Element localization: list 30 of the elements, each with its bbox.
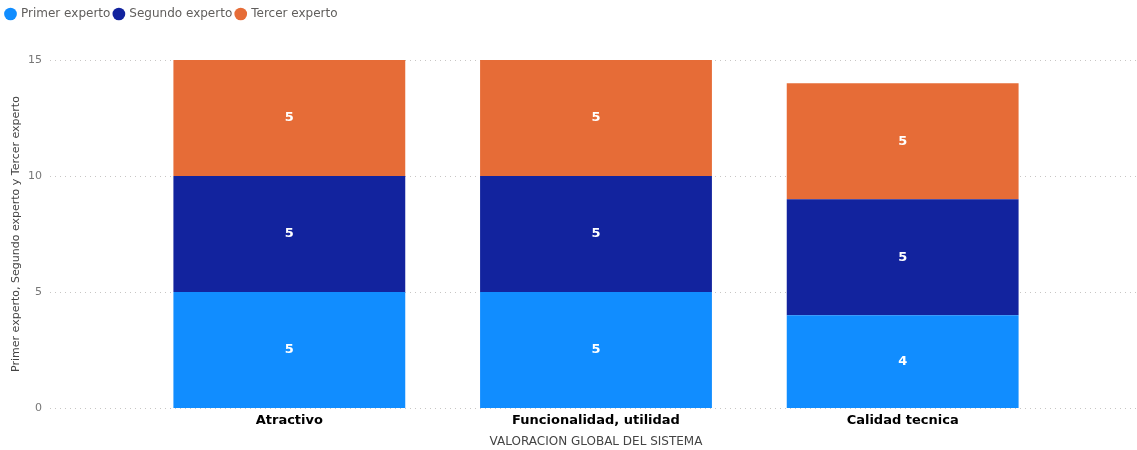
data-label: 5 bbox=[591, 109, 601, 125]
bar bbox=[173, 292, 406, 408]
y-tick-label: 10 bbox=[28, 168, 42, 182]
x-tick-label: Atractivo bbox=[255, 412, 324, 428]
y-axis-title: Primer experto, Segundo experto y Tercer experto bbox=[9, 95, 23, 372]
data-label: 5 bbox=[284, 225, 294, 241]
bar bbox=[786, 199, 1019, 316]
x-tick-label: Calidad tecnica bbox=[846, 412, 959, 428]
legend-label: Primer experto bbox=[21, 6, 111, 21]
bar bbox=[173, 176, 406, 292]
bar bbox=[786, 83, 1019, 200]
x-tick-label: Funcionalidad, utilidad bbox=[512, 412, 680, 428]
data-label: 5 bbox=[898, 132, 908, 148]
bar bbox=[480, 176, 712, 292]
legend-label: Tercer experto bbox=[250, 6, 338, 21]
legend-label: Segundo experto bbox=[129, 6, 233, 21]
data-label: 5 bbox=[898, 248, 908, 264]
bar bbox=[173, 60, 406, 176]
y-tick-label: 15 bbox=[28, 52, 42, 66]
x-axis-title: VALORACION GLOBAL DEL SISTEMA bbox=[489, 433, 704, 448]
y-tick-label: 5 bbox=[35, 284, 42, 298]
data-label: 4 bbox=[898, 352, 908, 368]
y-tick-label: 0 bbox=[35, 400, 42, 414]
data-label: 5 bbox=[591, 341, 601, 357]
bar bbox=[480, 292, 712, 408]
data-label: 5 bbox=[284, 109, 294, 125]
bar bbox=[786, 315, 1019, 408]
bar bbox=[480, 60, 712, 176]
data-label: 5 bbox=[284, 341, 294, 357]
data-label: 5 bbox=[591, 225, 601, 241]
